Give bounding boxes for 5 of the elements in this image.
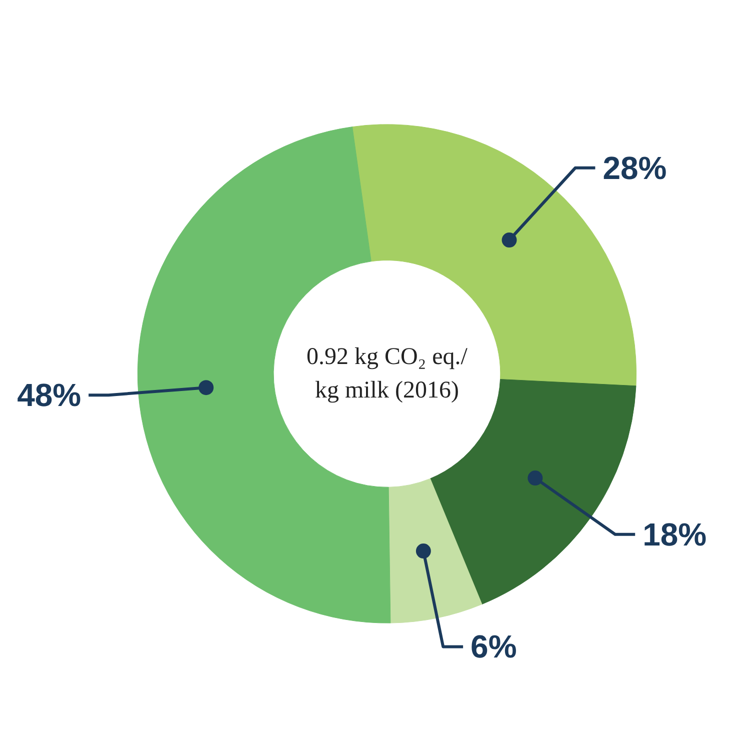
data-label: 48% [17, 377, 82, 414]
text: 0.92 kg CO₂ eq./ kg milk (2016) [306, 344, 468, 404]
data-label: 28% [602, 150, 667, 186]
data-label: 18% [642, 516, 707, 552]
data-label: 6% [470, 628, 517, 665]
